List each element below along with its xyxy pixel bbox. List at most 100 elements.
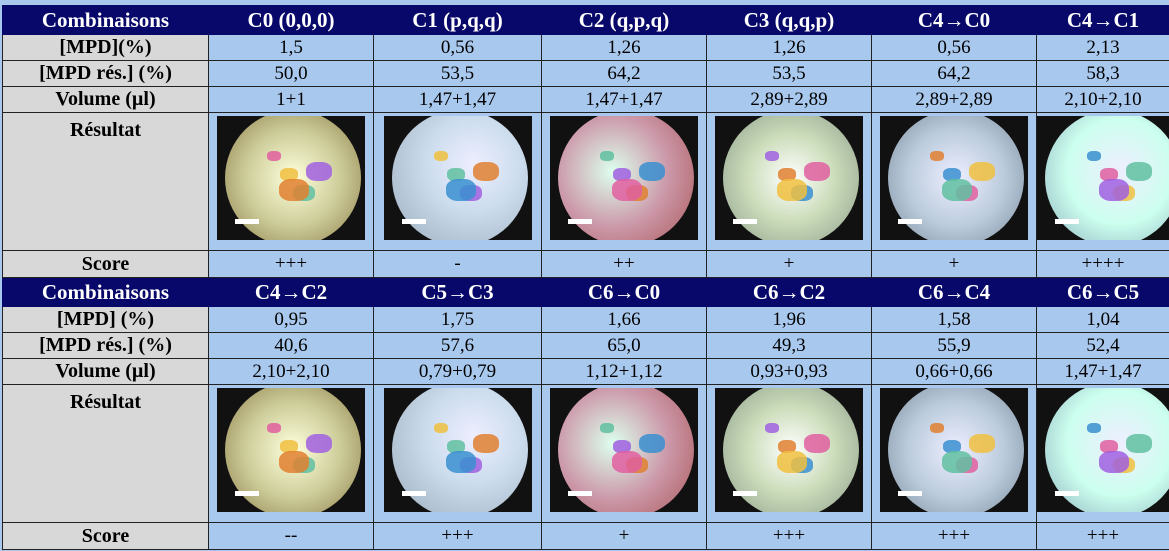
crystal: [445, 451, 476, 473]
table-row: Volume (µl) 1+1 1,47+1,47 1,47+1,47 2,89+2,8…: [2, 86, 1169, 113]
cell: 1,47+1,47: [373, 86, 542, 113]
table-row: Volume (µl) 2,10+2,10 0,79+0,79 1,12+1,12 0,…: [2, 358, 1169, 385]
crystal: [1099, 451, 1129, 473]
table-row: Résultat: [2, 112, 1169, 251]
crystal: [1087, 151, 1101, 161]
table-row: [MPD rés.] (%) 40,6 57,6 65,0 49,3 55,9 52,4: [2, 332, 1169, 359]
cell: 0,93+0,93: [706, 358, 872, 385]
scale-bar: [898, 491, 922, 496]
crystal-image: [217, 388, 365, 512]
cell: +++: [871, 522, 1037, 550]
crystal: [639, 434, 665, 453]
table-body: Combinaisons C0 (0,0,0) C1 (p,q,q) C2 (q,p,…: [2, 5, 1169, 550]
crystal: [943, 440, 961, 453]
crystal: [306, 434, 332, 453]
table-row: Résultat: [2, 384, 1169, 523]
cell: 0,56: [373, 34, 542, 61]
crystal: [267, 151, 281, 161]
table-row: [MPD](%) 1,5 0,56 1,26 1,26 0,56 2,13: [2, 34, 1169, 61]
crystal: [930, 151, 944, 161]
cell: 1+1: [208, 86, 374, 113]
row-label: [MPD](%): [2, 34, 209, 61]
cell: 0,56: [871, 34, 1037, 61]
column-header: C6→C0: [541, 277, 707, 307]
cell: 0,79+0,79: [373, 358, 542, 385]
cell: 55,9: [871, 332, 1037, 359]
crystal: [1087, 423, 1101, 433]
cell: 64,2: [541, 60, 707, 87]
row-label: [MPD] (%): [2, 306, 209, 333]
cell: 50,0: [208, 60, 374, 87]
scale-bar: [733, 491, 757, 496]
scale-bar: [1055, 491, 1079, 496]
crystal: [1126, 162, 1152, 181]
crystal-image: [880, 116, 1028, 240]
crystal-image: [383, 388, 532, 512]
column-header: C5→C3: [373, 277, 542, 307]
cell: 1,26: [706, 34, 872, 61]
cell: 1,96: [706, 306, 872, 333]
cell: 0,95: [208, 306, 374, 333]
row-label: Volume (µl): [2, 86, 209, 113]
cell: 57,6: [373, 332, 542, 359]
crystal: [279, 179, 309, 201]
scale-bar: [898, 219, 922, 224]
crystal: [445, 179, 476, 201]
crystal: [804, 434, 830, 453]
crystal: [765, 423, 779, 433]
crystal: [446, 168, 465, 181]
cell: +: [706, 250, 872, 278]
cell: +++: [373, 522, 542, 550]
crystal: [1126, 434, 1152, 453]
crystal: [280, 168, 298, 181]
crystal: [969, 434, 995, 453]
crystal: [600, 423, 614, 433]
crystal: [612, 179, 642, 201]
crystal: [612, 451, 642, 473]
crystal-image: [550, 388, 698, 512]
image-cell: [706, 384, 872, 523]
cell: 1,47+1,47: [1036, 358, 1169, 385]
row-label: [MPD rés.] (%): [2, 60, 209, 87]
cell: ++: [541, 250, 707, 278]
crystal: [930, 423, 944, 433]
crystal: [639, 162, 665, 181]
crystal: [1100, 168, 1118, 181]
row-label: Score: [2, 522, 209, 550]
cell: 2,89+2,89: [871, 86, 1037, 113]
scale-bar: [568, 219, 592, 224]
crystal: [433, 423, 448, 433]
crystal-image: [1037, 388, 1169, 512]
cell: +: [541, 522, 707, 550]
crystal: [765, 151, 779, 161]
table-row: [MPD rés.] (%) 50,0 53,5 64,2 53,5 64,2 58,3: [2, 60, 1169, 87]
table-row: [MPD] (%) 0,95 1,75 1,66 1,96 1,58 1,04: [2, 306, 1169, 333]
crystal: [777, 451, 807, 473]
cell: --: [208, 522, 374, 550]
table-row: Combinaisons C0 (0,0,0) C1 (p,q,q) C2 (q,p,…: [2, 5, 1169, 35]
crystal: [942, 451, 972, 473]
cell: 1,66: [541, 306, 707, 333]
cell: 1,04: [1036, 306, 1169, 333]
crystal: [1099, 179, 1129, 201]
crystal: [943, 168, 961, 181]
cell: 2,10+2,10: [1036, 86, 1169, 113]
scale-bar: [235, 491, 259, 496]
cell: 1,58: [871, 306, 1037, 333]
column-header: C6→C2: [706, 277, 872, 307]
scale-bar: [733, 219, 757, 224]
results-table: Combinaisons C0 (0,0,0) C1 (p,q,q) C2 (q,p,…: [2, 5, 1169, 550]
row-label: Combinaisons: [2, 5, 209, 35]
cell: +: [871, 250, 1037, 278]
row-label: [MPD rés.] (%): [2, 332, 209, 359]
crystal-image: [1037, 116, 1169, 240]
crystal: [942, 179, 972, 201]
table-wrap: Combinaisons C0 (0,0,0) C1 (p,q,q) C2 (q,p,…: [2, 5, 1169, 550]
crystal: [280, 440, 298, 453]
image-cell: [1036, 112, 1169, 251]
column-header: C4→C1: [1036, 5, 1169, 35]
cell: 1,47+1,47: [541, 86, 707, 113]
cell: 1,75: [373, 306, 542, 333]
crystal-image: [715, 388, 863, 512]
